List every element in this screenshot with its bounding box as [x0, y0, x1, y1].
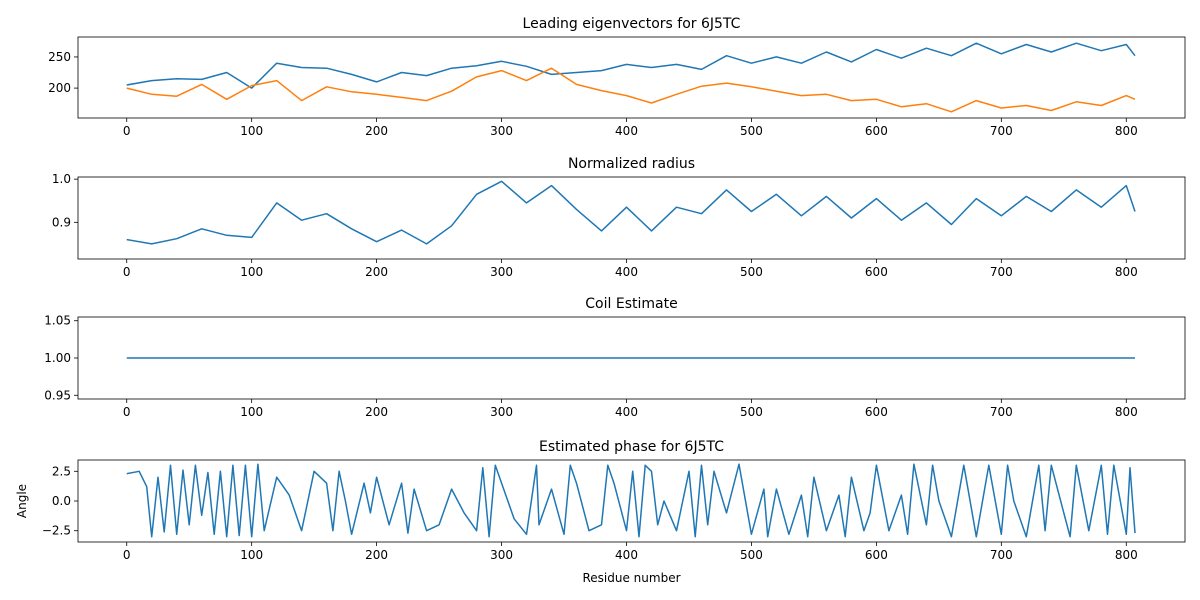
subplot-title: Normalized radius: [568, 156, 695, 172]
x-tick-label: 700: [990, 405, 1013, 419]
x-tick-label: 800: [1115, 124, 1138, 138]
shared-x-axis-label: Residue number: [582, 571, 680, 585]
y-tick-label: 200: [48, 81, 71, 95]
subplot-1: 0 100 200 300 400 500 600 700 800 200 250 Leading e…: [48, 16, 1186, 138]
x-tick-label: 100: [240, 548, 263, 562]
y-axis-label: Angle: [15, 484, 29, 518]
x-tick-label: 500: [740, 405, 763, 419]
x-tick-label: 200: [365, 405, 388, 419]
x-tick-label: 600: [865, 265, 888, 279]
x-tick-label: 0: [123, 548, 131, 562]
x-tick-label: 300: [490, 548, 513, 562]
x-tick-label: 100: [240, 405, 263, 419]
x-tick-label: 800: [1115, 265, 1138, 279]
x-tick-label: 400: [615, 124, 638, 138]
x-tick-label: 600: [865, 124, 888, 138]
x-tick-label: 800: [1115, 548, 1138, 562]
x-tick-label: 400: [615, 405, 638, 419]
series-line-1: [126, 180, 1136, 245]
x-tick-label: 400: [615, 265, 638, 279]
subplot-4: 0 100 200 300 400 500 600 700 800 −2.5 0.0 2.5 Estim…: [15, 439, 1186, 562]
x-tick-label: 100: [240, 124, 263, 138]
x-tick-label: 600: [865, 405, 888, 419]
x-tick-label: 700: [990, 548, 1013, 562]
x-tick-label: 0: [123, 405, 131, 419]
subplot-2: 0 100 200 300 400 500 600 700 800 0.9 1.0 Normalize…: [52, 156, 1186, 279]
y-tick-label: 2.5: [52, 464, 71, 478]
x-tick-label: 200: [365, 124, 388, 138]
x-tick-label: 600: [865, 548, 888, 562]
subplot-3: 0 100 200 300 400 500 600 700 800 0.95 1.00 1.05 Coi…: [44, 296, 1186, 419]
y-tick-label: 0.95: [44, 388, 71, 402]
subplot-title: Leading eigenvectors for 6J5TC: [523, 16, 741, 32]
x-tick-label: 300: [490, 405, 513, 419]
x-tick-label: 500: [740, 548, 763, 562]
subplots: 0 100 200 300 400 500 600 700 800 200 250 Leading e…: [15, 16, 1186, 562]
subplot-title: Estimated phase for 6J5TC: [539, 439, 724, 455]
x-tick-label: 700: [990, 265, 1013, 279]
x-tick-label: 200: [365, 265, 388, 279]
subplot-title: Coil Estimate: [585, 296, 677, 312]
y-tick-label: 1.05: [44, 314, 71, 328]
x-tick-label: 300: [490, 265, 513, 279]
axes-frame: [77, 36, 1186, 119]
y-tick-label: 0.9: [52, 215, 71, 229]
series-line-1: [126, 463, 1136, 538]
x-tick-label: 0: [123, 124, 131, 138]
y-tick-label: 250: [48, 50, 71, 64]
x-tick-label: 0: [123, 265, 131, 279]
x-tick-label: 500: [740, 124, 763, 138]
y-tick-label: 0.0: [52, 494, 71, 508]
axes-frame: [77, 176, 1186, 260]
y-tick-label: 1.0: [52, 172, 71, 186]
x-tick-label: 200: [365, 548, 388, 562]
y-tick-label: −2.5: [42, 524, 71, 538]
x-tick-label: 100: [240, 265, 263, 279]
series-line-2: [126, 67, 1136, 113]
x-tick-label: 500: [740, 265, 763, 279]
x-tick-label: 800: [1115, 405, 1138, 419]
x-tick-label: 700: [990, 124, 1013, 138]
series-line-1: [126, 42, 1136, 89]
x-tick-label: 300: [490, 124, 513, 138]
y-tick-label: 1.00: [44, 351, 71, 365]
x-tick-label: 400: [615, 548, 638, 562]
